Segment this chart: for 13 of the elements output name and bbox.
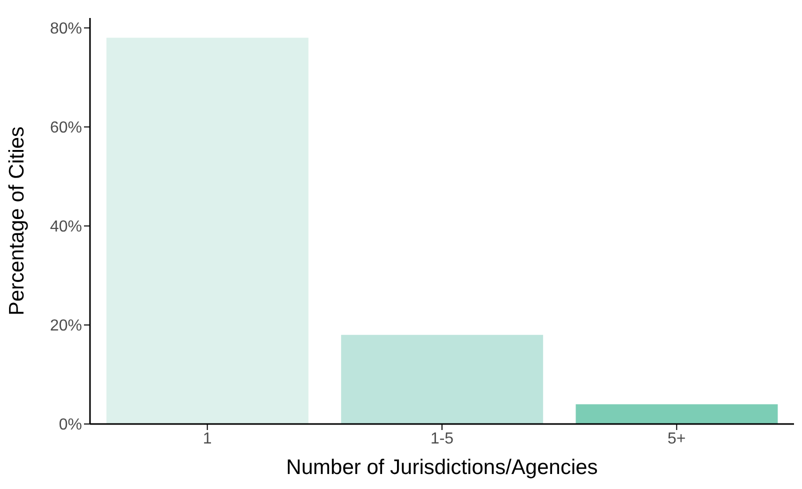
bar	[576, 404, 778, 424]
bar	[341, 334, 544, 424]
y-tick-label: 0%	[58, 416, 82, 434]
y-tick-label: 20%	[50, 318, 82, 335]
x-axis-title: Number of Jurisdictions/Agencies	[286, 456, 598, 479]
y-tick-label: 80%	[50, 20, 82, 38]
bar	[106, 38, 308, 424]
x-tick-label: 1	[202, 430, 212, 448]
y-tick-label: 40%	[50, 218, 82, 236]
x-tick-label: 1-5	[430, 430, 454, 448]
y-tick-label: 60%	[50, 120, 82, 137]
x-tick-label: 5+	[668, 430, 686, 448]
y-axis-title: Percentage of Cities	[5, 126, 28, 316]
